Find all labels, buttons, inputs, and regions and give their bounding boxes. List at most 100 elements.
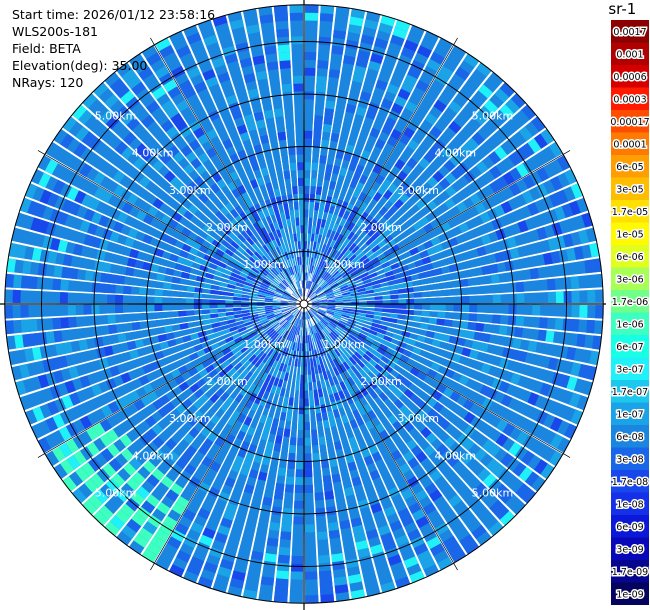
elevation-value: 35.00 <box>111 58 148 73</box>
ppi-gate <box>224 363 234 373</box>
ppi-gate <box>217 72 231 84</box>
ppi-gate <box>518 466 533 482</box>
colorbar-tick-label: 0.0003 <box>613 94 646 105</box>
ppi-gate <box>264 307 273 310</box>
ppi-gate <box>443 387 454 398</box>
azimuth-spoke <box>303 150 571 305</box>
ppi-gate <box>87 222 98 236</box>
ppi-gate <box>140 148 154 162</box>
ppi-gate <box>307 280 310 289</box>
ppi-gate <box>254 348 262 357</box>
ppi-gate <box>502 347 512 359</box>
ppi-gate <box>449 154 462 167</box>
ppi-gate <box>350 292 359 297</box>
ppi-gate <box>436 318 445 326</box>
ppi-gate <box>342 291 351 296</box>
ppi-gate <box>401 488 414 501</box>
ppi-gate <box>129 248 139 259</box>
ppi-gate <box>391 449 403 461</box>
ppi-gate <box>275 353 282 362</box>
ppi-gate <box>383 351 393 360</box>
station-name: WLS200s-181 <box>12 24 98 39</box>
ppi-gate <box>244 371 253 381</box>
ppi-gate <box>399 264 409 272</box>
ray-separator <box>241 11 305 305</box>
range-ring-label: 2.00km <box>206 375 248 388</box>
ppi-gate <box>347 367 355 377</box>
colorbar-tick-label: 0.001 <box>616 49 643 60</box>
ppi-gate <box>177 365 188 375</box>
ppi-gate <box>376 332 385 339</box>
ppi-gate <box>318 340 324 348</box>
ppi-gate <box>357 265 366 273</box>
ppi-gate <box>154 248 165 258</box>
ray-separator <box>52 140 305 305</box>
ppi-gate <box>346 323 355 329</box>
ppi-gate <box>316 381 322 390</box>
ppi-gate <box>337 278 345 285</box>
ppi-gate <box>279 60 291 69</box>
ppi-gate <box>310 186 316 195</box>
ppi-gate <box>570 183 583 199</box>
ppi-gate <box>323 337 330 345</box>
ppi-gate <box>264 305 273 308</box>
ppi-gate <box>418 157 430 169</box>
ppi-gate <box>69 267 79 280</box>
ppi-gate <box>225 94 238 106</box>
ppi-gate <box>217 261 227 269</box>
ppi-gate <box>392 27 408 39</box>
ppi-gate <box>433 243 444 253</box>
ppi-gate <box>343 249 352 257</box>
ppi-gate <box>317 364 323 374</box>
ppi-gate <box>338 355 346 364</box>
ppi-gate <box>260 320 269 326</box>
ppi-gate <box>350 311 359 316</box>
ppi-gate <box>329 230 336 240</box>
ppi-gate <box>585 365 597 381</box>
ppi-gate <box>547 291 556 304</box>
ppi-gate <box>113 221 124 233</box>
ppi-gate <box>237 448 247 459</box>
ppi-gate <box>227 261 236 268</box>
ppi-gate <box>210 313 219 319</box>
colorbar-tick-label: 1.7e-07 <box>612 387 648 398</box>
ppi-gate <box>481 265 491 275</box>
ppi-gate <box>345 144 355 154</box>
ppi-gate <box>222 226 232 236</box>
ppi-gate <box>312 241 317 250</box>
ppi-gate <box>292 292 299 299</box>
ppi-gate <box>146 542 162 556</box>
ppi-gate <box>20 319 30 333</box>
ppi-gate <box>318 356 324 365</box>
ppi-gate <box>521 190 534 204</box>
ppi-gate <box>474 448 488 462</box>
ppi-gate <box>323 263 330 271</box>
ppi-gate <box>109 365 120 377</box>
azimuth-spoke <box>150 303 305 571</box>
ppi-gate <box>220 517 233 529</box>
ppi-gate <box>249 306 257 310</box>
ppi-gate <box>480 363 491 374</box>
ppi-gate <box>59 292 68 304</box>
ppi-gate <box>346 395 354 405</box>
ppi-gate <box>331 473 341 483</box>
ppi-gate <box>266 312 274 316</box>
colorbar-tick-label: 1.7e-08 <box>612 477 648 488</box>
ppi-gate <box>259 316 268 321</box>
ppi-gate <box>261 456 271 466</box>
ppi-gate <box>261 235 269 245</box>
ppi-gate <box>389 520 403 532</box>
ppi-gate <box>273 294 282 298</box>
ppi-gate <box>358 294 367 298</box>
ppi-gate <box>296 461 304 470</box>
ppi-gate <box>99 283 109 293</box>
ppi-gate <box>251 284 260 290</box>
ppi-gate <box>298 335 301 344</box>
ppi-gate <box>387 239 397 248</box>
ppi-gate <box>159 522 174 536</box>
ppi-gate <box>236 323 246 330</box>
ppi-gate <box>88 136 102 151</box>
ppi-gate <box>322 272 329 280</box>
ppi-gate <box>592 258 602 273</box>
ppi-gate <box>367 228 377 237</box>
